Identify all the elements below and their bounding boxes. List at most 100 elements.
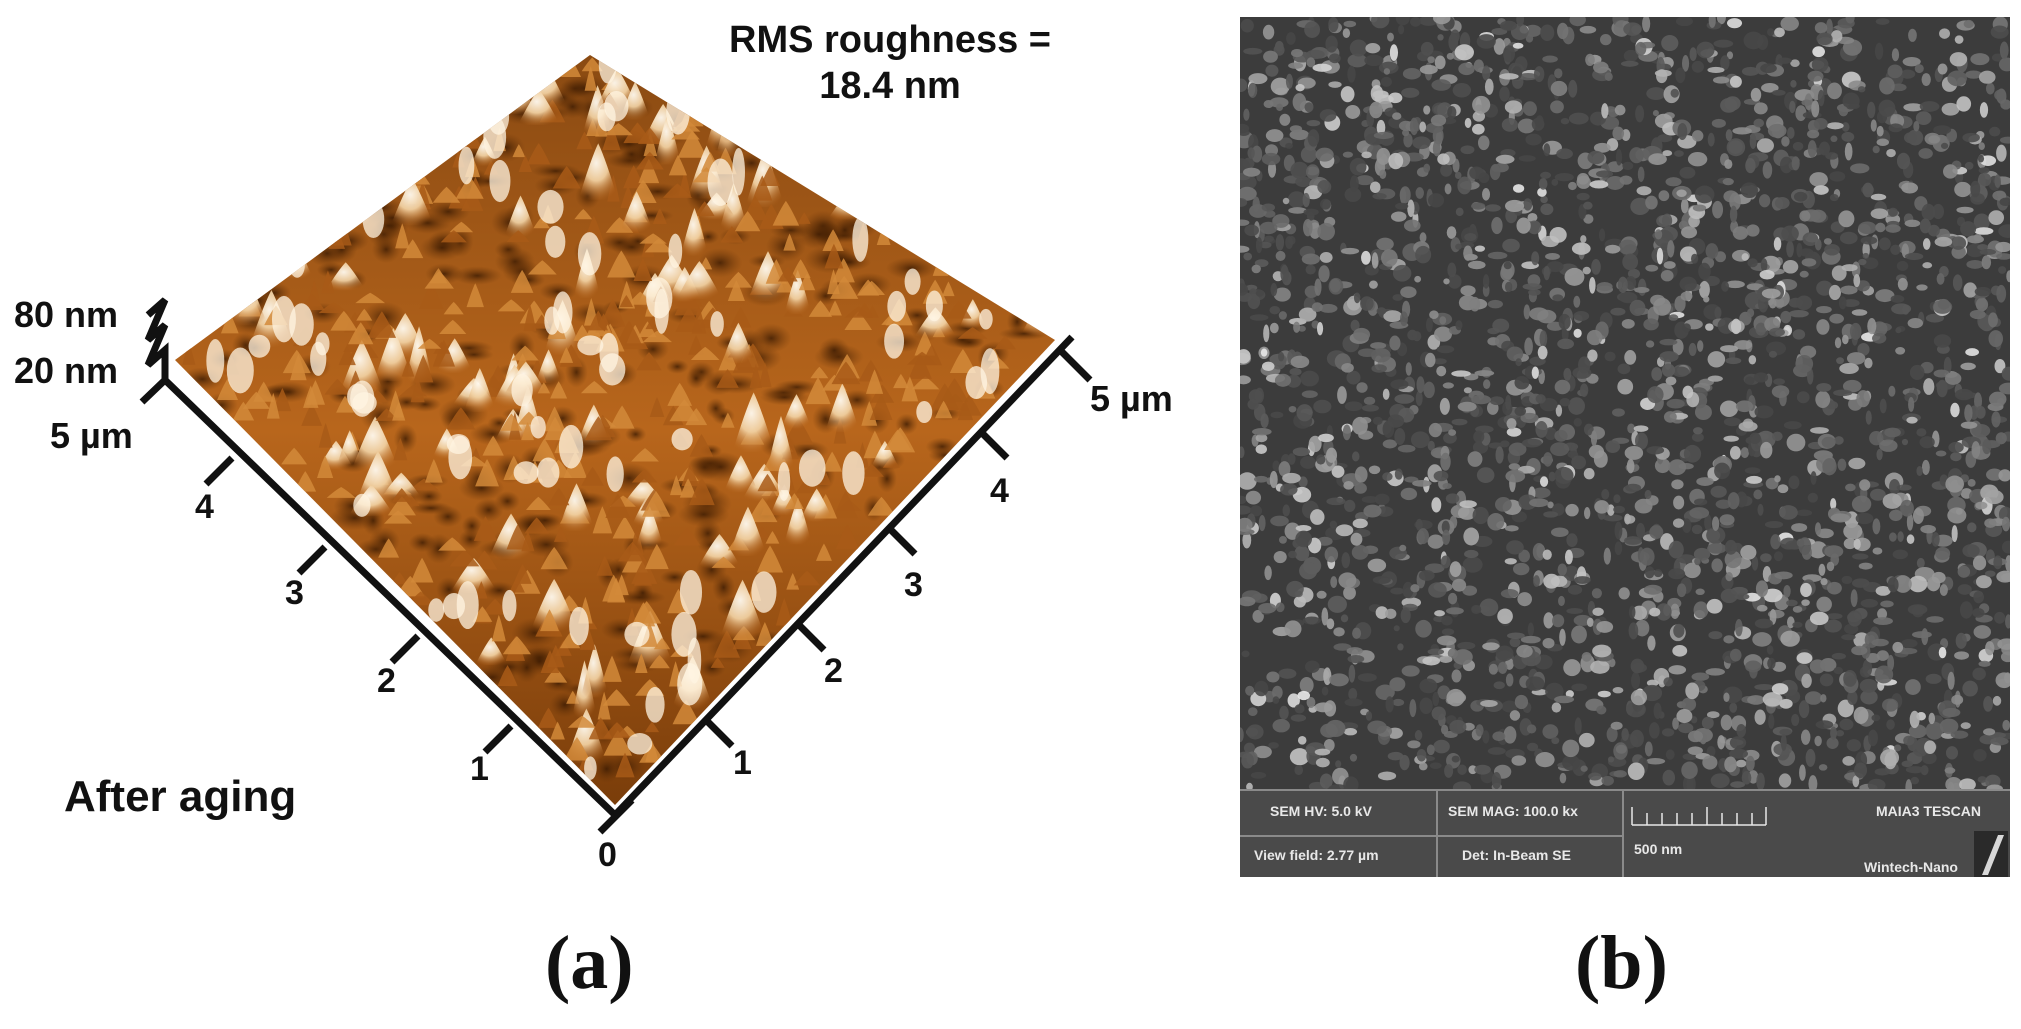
sem-grain	[1583, 423, 1594, 436]
sem-grain	[1295, 525, 1312, 532]
sem-grain	[1872, 518, 1881, 535]
sem-grain	[1452, 781, 1472, 789]
afm-bump	[506, 230, 530, 242]
sem-grain	[1462, 585, 1478, 596]
sem-grain	[1428, 193, 1445, 208]
sem-grain	[1791, 156, 1800, 171]
rms-roughness-label: RMS roughness = 18.4 nm	[680, 18, 1100, 109]
sem-grain	[1282, 472, 1301, 484]
afm-bump	[521, 421, 534, 441]
afm-peak	[781, 394, 812, 429]
sem-grain	[1644, 741, 1653, 757]
sem-grain	[1605, 244, 1621, 254]
sem-grain	[1879, 77, 1895, 95]
sem-grain	[1410, 17, 1422, 27]
sem-grain	[1723, 635, 1735, 644]
sem-grain	[1653, 297, 1672, 316]
sem-grain	[1950, 402, 1960, 418]
sem-grain	[1921, 752, 1937, 765]
sem-grain	[1734, 619, 1743, 637]
afm-bump	[281, 447, 308, 465]
sem-grain	[1557, 22, 1569, 40]
sem-grain	[1954, 181, 1972, 198]
afm-bump	[553, 527, 568, 542]
sem-grain	[1529, 307, 1549, 321]
sem-grain	[1593, 61, 1609, 74]
sem-grain	[1673, 495, 1685, 510]
sem-grain	[1749, 432, 1761, 445]
sem-grain	[1289, 368, 1302, 376]
afm-bump	[440, 230, 467, 243]
afm-highlight	[710, 311, 724, 337]
sem-grain	[1814, 22, 1828, 34]
sem-grain	[1780, 537, 1798, 550]
sem-grain	[1753, 372, 1769, 383]
afm-bump	[694, 201, 715, 217]
afm-bump	[559, 347, 574, 363]
sem-grain	[1719, 514, 1735, 526]
sem-grain	[1645, 195, 1658, 210]
afm-bump	[537, 707, 560, 728]
sem-grain	[1512, 42, 1524, 49]
sem-grain	[1474, 245, 1486, 252]
sem-grain	[1455, 207, 1464, 217]
sem-grain	[1920, 524, 1936, 534]
sem-grain	[1442, 482, 1452, 490]
sem-grain	[1282, 504, 1290, 517]
afm-bump	[417, 338, 442, 349]
sem-grain	[1493, 681, 1505, 690]
sem-grain	[1442, 529, 1451, 546]
sem-grain	[1997, 638, 2010, 650]
z-top-label: 80 nm	[14, 294, 119, 335]
sem-grain	[1583, 201, 1593, 210]
sem-grain	[1315, 757, 1330, 768]
sem-grain	[1352, 451, 1360, 462]
sem-grain	[1963, 282, 1977, 298]
sem-grain	[1430, 114, 1447, 127]
sem-grain	[1693, 427, 1703, 435]
sem-grain	[1409, 699, 1417, 718]
sem-grain	[1278, 668, 1297, 679]
sem-grain	[1864, 357, 1873, 369]
afm-highlight	[646, 277, 673, 319]
sem-grain	[1705, 323, 1714, 331]
sem-grain	[1852, 553, 1869, 560]
sem-grain	[1516, 644, 1533, 658]
sem-grain	[1707, 66, 1725, 74]
afm-bump	[424, 271, 454, 289]
sem-grain	[1479, 598, 1499, 617]
afm-bump	[433, 341, 451, 354]
sem-grain	[1853, 538, 1861, 550]
sem-grain	[1843, 523, 1863, 540]
afm-peak	[870, 440, 899, 468]
sem-grain	[1826, 18, 1833, 36]
sem-grain	[1870, 193, 1887, 201]
afm-bump	[510, 269, 534, 293]
sem-grain	[1261, 203, 1276, 212]
sem-grain	[1437, 34, 1444, 41]
sem-grain	[1612, 408, 1625, 417]
sem-grain	[1328, 17, 1339, 33]
sem-grain	[1900, 69, 1916, 79]
right-tick-2: 2	[824, 652, 843, 690]
afm-bump	[777, 266, 798, 282]
sem-grain	[1550, 100, 1564, 114]
afm-bump	[540, 547, 568, 570]
sem-grain	[1400, 311, 1408, 327]
left-tick-1: 1	[470, 750, 489, 788]
sem-grain	[1746, 224, 1760, 237]
sem-grain	[1412, 480, 1432, 487]
afm-bump	[631, 558, 658, 584]
sem-grain	[1451, 418, 1468, 426]
sem-grain	[1928, 135, 1940, 144]
sem-grain	[1681, 226, 1698, 239]
sem-grain	[1342, 151, 1354, 158]
sem-grain	[1472, 506, 1489, 525]
sem-grain	[1838, 210, 1855, 228]
sem-grain	[1604, 351, 1616, 362]
afm-panel: RMS roughness = 18.4 nm 80 nm 20 nm 5 µm…	[14, 18, 1173, 874]
sem-grain	[1432, 140, 1441, 157]
sem-grain	[1280, 483, 1298, 496]
afm-bump	[409, 478, 439, 491]
sem-grain	[1792, 621, 1803, 628]
